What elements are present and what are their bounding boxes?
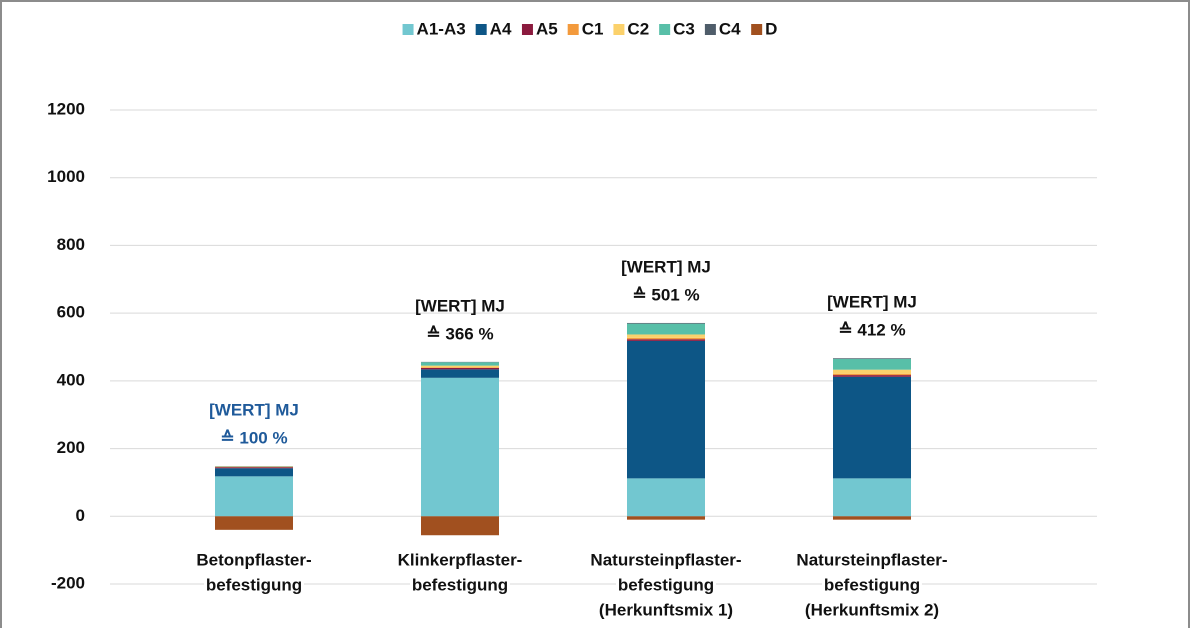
bar-segment	[421, 377, 499, 517]
bar-segment	[833, 358, 911, 370]
bar-segment	[627, 339, 705, 341]
bar-segment	[421, 367, 499, 368]
legend-label: A4	[490, 19, 512, 38]
x-tick-label: befestigung	[206, 575, 302, 594]
legend-item: A5	[521, 19, 558, 38]
bar-segment	[627, 340, 705, 479]
legend-label: C1	[582, 19, 604, 38]
y-tick-label: 0	[76, 506, 85, 525]
legend-swatch	[704, 24, 716, 35]
y-tick-label: 1200	[47, 99, 85, 118]
bar-segment	[627, 478, 705, 517]
bar-segment	[833, 373, 911, 376]
legend-swatch	[567, 24, 579, 35]
annotation: ≙ 501 %	[632, 285, 699, 304]
legend-swatch	[402, 24, 414, 35]
bar-segment	[833, 516, 911, 520]
bar-segment	[421, 365, 499, 368]
y-tick-label: 800	[57, 235, 85, 254]
bar-segment	[833, 478, 911, 517]
bar-segment	[627, 337, 705, 340]
bar-segment	[421, 369, 499, 378]
x-tick-label: befestigung	[412, 575, 508, 594]
bar-segment	[215, 467, 293, 469]
legend-label: A5	[536, 19, 558, 38]
x-tick-label: befestigung	[618, 575, 714, 594]
bar-segment	[627, 323, 705, 335]
legend-label: D	[765, 19, 777, 38]
bar-segment	[215, 476, 293, 517]
bar-segment	[833, 375, 911, 377]
bar-segment	[421, 362, 499, 366]
legend-label: C3	[673, 19, 695, 38]
annotation: ≙ 100 %	[220, 428, 287, 447]
y-tick-label: -200	[51, 573, 85, 592]
bar-segment	[627, 334, 705, 338]
legend-item: A4	[475, 19, 512, 38]
bar-segment	[421, 367, 499, 370]
x-tick-label: Natursteinpflaster-	[796, 550, 947, 569]
legend-item: D	[751, 19, 777, 38]
annotation: [WERT] MJ	[621, 257, 711, 276]
legend-item: C3	[659, 19, 695, 38]
legend-label: A1-A3	[417, 19, 466, 38]
legend-label: C4	[719, 19, 741, 38]
bar-segment	[421, 516, 499, 536]
legend-item: A1-A3	[402, 19, 466, 38]
legend-swatch	[475, 24, 487, 35]
legend-swatch	[613, 24, 625, 35]
x-tick-label: Natursteinpflaster-	[590, 550, 741, 569]
legend-swatch	[521, 24, 533, 35]
x-tick-label: (Herkunftsmix 1)	[599, 600, 733, 619]
bar-segment	[627, 516, 705, 520]
y-tick-label: 600	[57, 303, 85, 322]
annotation: [WERT] MJ	[827, 293, 917, 312]
annotation: [WERT] MJ	[415, 296, 505, 315]
bar-segment	[215, 468, 293, 477]
legend-item: C4	[704, 19, 741, 38]
bar-segment	[833, 376, 911, 479]
bar-segment	[833, 369, 911, 374]
bar-segment	[833, 358, 911, 359]
annotation: [WERT] MJ	[209, 400, 299, 419]
y-tick-label: 400	[57, 370, 85, 389]
y-tick-label: 1000	[47, 167, 85, 186]
legend-swatch	[659, 24, 671, 35]
y-tick-label: 200	[57, 438, 85, 457]
x-tick-label: befestigung	[824, 575, 920, 594]
legend-item: C1	[567, 19, 604, 38]
bar-segment	[627, 322, 705, 324]
x-tick-label: (Herkunftsmix 2)	[805, 600, 939, 619]
legend-label: C2	[627, 19, 649, 38]
x-tick-label: Klinkerpflaster-	[398, 550, 523, 569]
x-tick-label: Betonpflaster-	[196, 550, 311, 569]
legend-item: C2	[613, 19, 649, 38]
bar-segment	[215, 516, 293, 530]
annotation: ≙ 366 %	[426, 324, 493, 343]
annotation: ≙ 412 %	[838, 321, 905, 340]
legend-swatch	[751, 24, 763, 35]
